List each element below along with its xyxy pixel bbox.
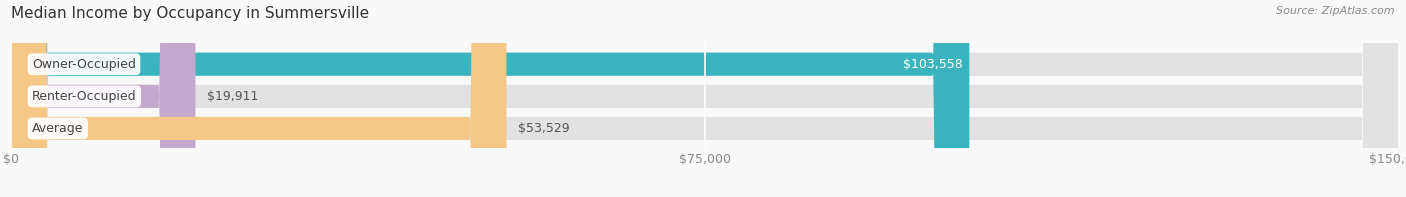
Text: Median Income by Occupancy in Summersville: Median Income by Occupancy in Summersvil…: [11, 6, 370, 21]
Text: $19,911: $19,911: [207, 90, 257, 103]
Text: $53,529: $53,529: [517, 122, 569, 135]
FancyBboxPatch shape: [11, 0, 1399, 197]
Text: Average: Average: [32, 122, 83, 135]
Text: Source: ZipAtlas.com: Source: ZipAtlas.com: [1277, 6, 1395, 16]
FancyBboxPatch shape: [11, 0, 1399, 197]
FancyBboxPatch shape: [11, 0, 195, 197]
FancyBboxPatch shape: [11, 0, 969, 197]
Text: Owner-Occupied: Owner-Occupied: [32, 58, 136, 71]
Text: $103,558: $103,558: [903, 58, 962, 71]
Text: Renter-Occupied: Renter-Occupied: [32, 90, 136, 103]
FancyBboxPatch shape: [11, 0, 506, 197]
FancyBboxPatch shape: [11, 0, 1399, 197]
